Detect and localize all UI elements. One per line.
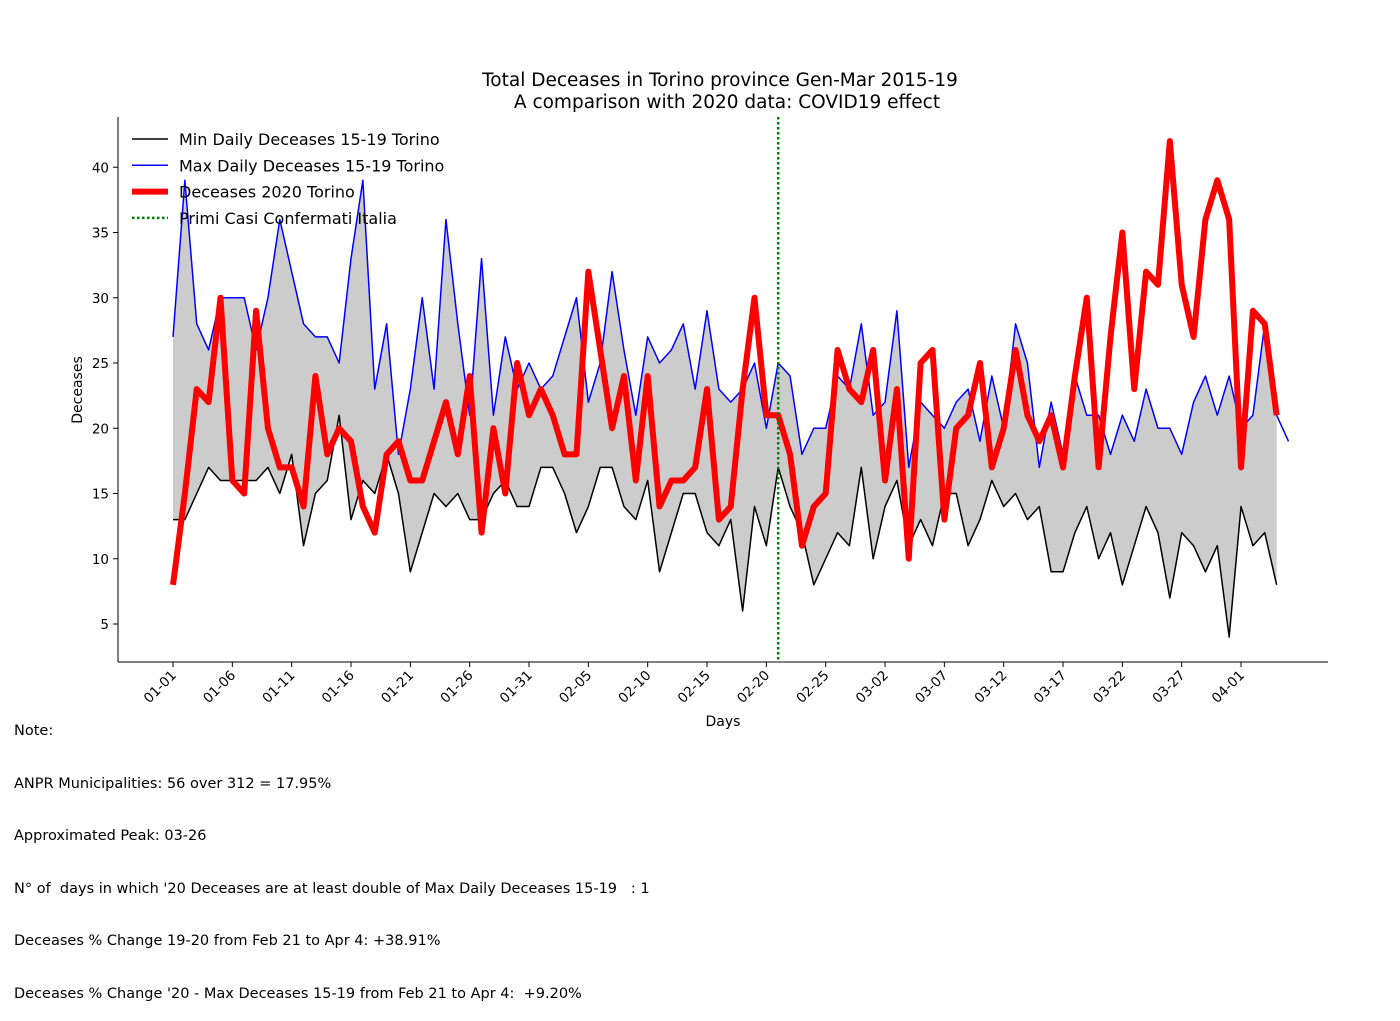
range-fill-area [173,180,1277,638]
y-tick-label: 5 [100,617,109,633]
y-tick-label: 20 [92,421,109,437]
x-tick-label: 03-27 [1149,668,1188,707]
y-tick-label: 40 [92,160,109,176]
x-tick-label: 02-15 [675,668,714,707]
legend-label: Max Daily Deceases 15-19 Torino [179,156,444,175]
series-line-min-daily-deceases-15-19-torino [173,414,1278,638]
notes-line-municipalities: ANPR Municipalities: 56 over 312 = 17.95… [14,775,332,792]
legend: Min Daily Deceases 15-19 Torino Max Daily… [132,130,444,228]
notes-block: Note: ANPR Municipalities: 56 over 312 =… [14,688,650,1021]
notes-line-change-19-20: Deceases % Change 19-20 from Feb 21 to A… [14,933,441,949]
notes-heading: Note: [14,723,54,739]
x-tick-label: 03-17 [1031,668,1070,707]
chart: Total Deceases in Torino province Gen-Ma… [70,70,1328,730]
y-tick-label: 10 [92,552,109,568]
y-tick-label: 25 [92,356,109,372]
x-tick-label: 03-22 [1090,668,1129,707]
legend-label: Deceases 2020 Torino [179,183,355,202]
series-line-deceases-2020-torino [170,138,1280,586]
notes-line-double-days: N° of days in which '20 Deceases are at … [14,880,650,897]
notes-line-peak: Approximated Peak: 03-26 [14,828,207,844]
legend-label: Min Daily Deceases 15-19 Torino [179,130,440,149]
y-tick-label: 30 [92,291,109,307]
chart-title: Total Deceases in Torino province Gen-Ma… [481,70,958,91]
x-tick-label: 02-20 [734,668,773,707]
y-tick-label: 15 [92,487,109,503]
x-tick-label: 03-02 [853,668,892,707]
x-tick-label: 03-07 [912,668,951,707]
y-axis-label: Deceases [70,356,86,423]
y-tick-label: 35 [92,226,109,242]
notes-line-change-max: Deceases % Change '20 - Max Deceases 15-… [14,985,582,1002]
x-tick-label: 04-01 [1209,668,1248,707]
x-axis-label: Days [706,714,741,730]
x-tick-label: 02-25 [793,668,832,707]
x-tick-label: 03-12 [971,668,1010,707]
legend-label: Primi Casi Confermati Italia [179,209,397,228]
chart-subtitle: A comparison with 2020 data: COVID19 eff… [514,92,940,113]
